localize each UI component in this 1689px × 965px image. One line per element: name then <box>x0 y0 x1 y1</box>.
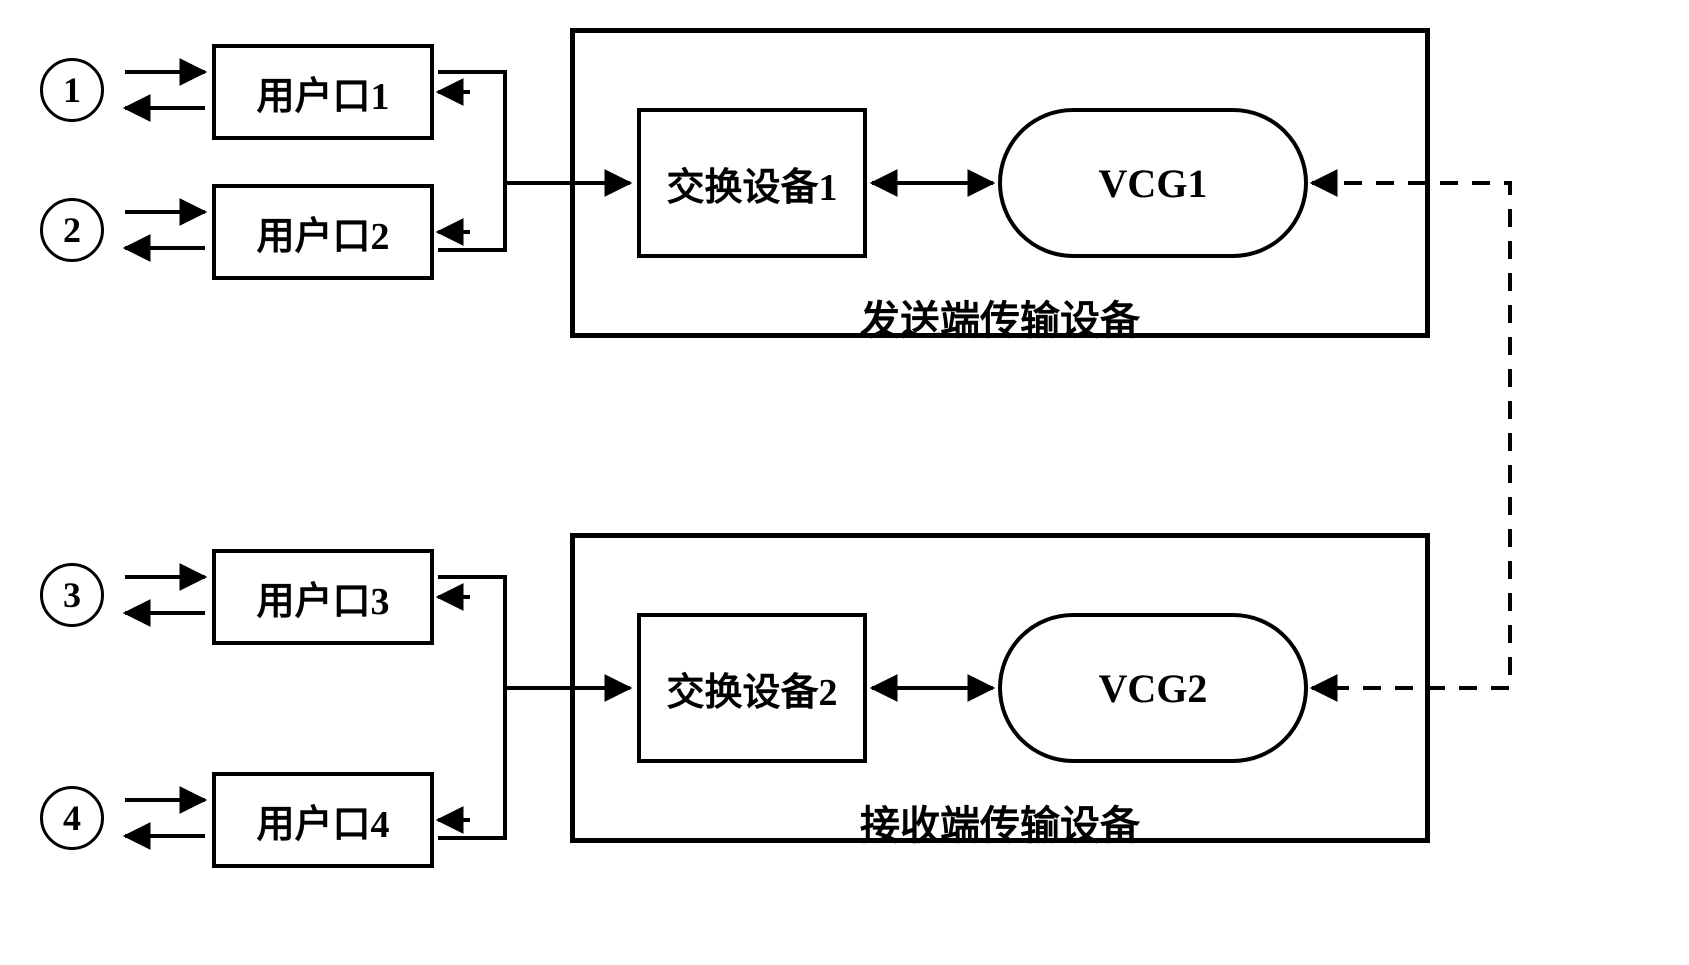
user-port-2-label: 用户口2 <box>256 205 389 260</box>
user-port-2: 用户口2 <box>212 184 434 280</box>
user-port-3: 用户口3 <box>212 549 434 645</box>
user-port-3-label: 用户口3 <box>256 570 389 625</box>
vcg-1: VCG1 <box>998 108 1308 258</box>
switch-device-1: 交换设备1 <box>637 108 867 258</box>
vcg-2: VCG2 <box>998 613 1308 763</box>
marker-3: 3 <box>40 563 104 627</box>
marker-4-label: 4 <box>63 797 81 839</box>
marker-1: 1 <box>40 58 104 122</box>
receiver-device-label: 接收端传输设备 <box>570 793 1430 851</box>
marker-2: 2 <box>40 198 104 262</box>
marker-4: 4 <box>40 786 104 850</box>
vcg-2-label: VCG2 <box>1099 665 1208 712</box>
user-port-4: 用户口4 <box>212 772 434 868</box>
switch-device-1-label: 交换设备1 <box>666 156 837 211</box>
user-port-4-label: 用户口4 <box>256 793 389 848</box>
switch-device-2-label: 交换设备2 <box>666 661 837 716</box>
marker-3-label: 3 <box>63 574 81 616</box>
switch-device-2: 交换设备2 <box>637 613 867 763</box>
user-port-1: 用户口1 <box>212 44 434 140</box>
marker-1-label: 1 <box>63 69 81 111</box>
vcg-1-label: VCG1 <box>1099 160 1208 207</box>
sender-device-label: 发送端传输设备 <box>570 288 1430 346</box>
user-port-1-label: 用户口1 <box>256 65 389 120</box>
diagram-canvas: 1 2 3 4 用户口1 用户口2 用户口3 用户口4 发送端传输设备 接收端传… <box>0 0 1689 965</box>
marker-2-label: 2 <box>63 209 81 251</box>
